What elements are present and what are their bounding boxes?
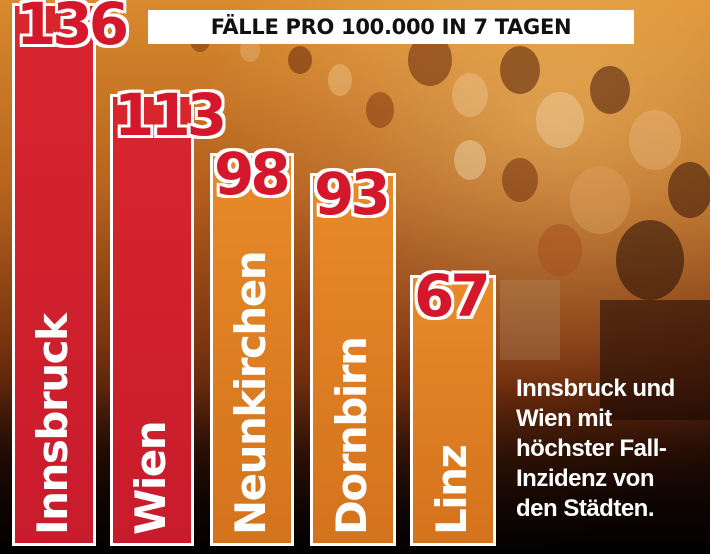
bar-category-label: Wien [126, 421, 175, 535]
bar-category-label: Neunkirchen [226, 251, 275, 535]
caption-text: Innsbruck und Wien mit höchster Fall- In… [516, 374, 706, 524]
bar-value-label: 98 [214, 140, 291, 208]
bar-value-label: 67 [414, 262, 491, 330]
bar-category-label: Linz [427, 445, 476, 535]
bar-linz: Linz [410, 275, 496, 546]
bar-value-label: 136 [16, 0, 129, 58]
bar-innsbruck: Innsbruck [12, 3, 96, 546]
bar-value-label: 113 [114, 81, 227, 149]
caption-line: Wien mit [516, 405, 612, 432]
bar-neunkirchen: Neunkirchen [210, 153, 294, 546]
bar-dornbirn: Dornbirn [310, 173, 396, 546]
caption-line: den Städten. [516, 495, 655, 522]
bar-category-label: Innsbruck [28, 314, 77, 535]
chart-title-box: FÄLLE PRO 100.000 IN 7 TAGEN [148, 10, 634, 44]
chart-title: FÄLLE PRO 100.000 IN 7 TAGEN [210, 15, 572, 39]
caption-line: höchster Fall- [516, 435, 667, 462]
bar-wien: Wien [110, 94, 194, 546]
caption-line: Inzidenz von [516, 465, 655, 492]
bar-category-label: Dornbirn [327, 337, 376, 535]
caption-line: Innsbruck und [516, 375, 675, 402]
bar-value-label: 93 [314, 160, 391, 228]
